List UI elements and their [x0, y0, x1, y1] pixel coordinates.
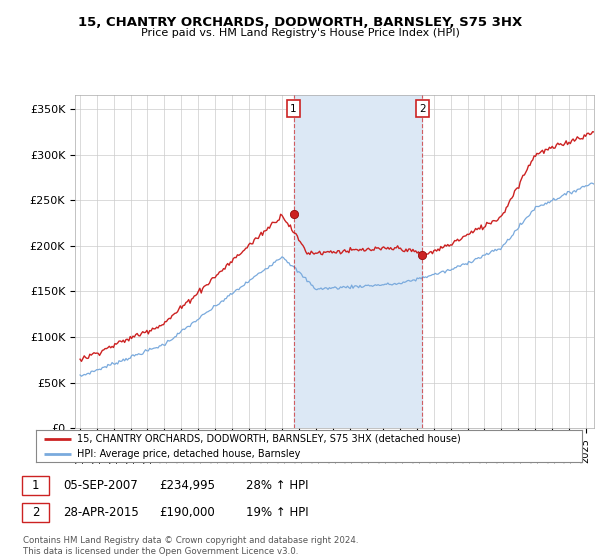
Text: 2: 2 — [419, 104, 426, 114]
Text: 05-SEP-2007: 05-SEP-2007 — [63, 479, 138, 492]
Text: Price paid vs. HM Land Registry's House Price Index (HPI): Price paid vs. HM Land Registry's House … — [140, 28, 460, 38]
Text: 28-APR-2015: 28-APR-2015 — [63, 506, 139, 519]
Text: 2: 2 — [32, 506, 39, 519]
Text: Contains HM Land Registry data © Crown copyright and database right 2024.
This d: Contains HM Land Registry data © Crown c… — [23, 536, 358, 556]
Text: 19% ↑ HPI: 19% ↑ HPI — [246, 506, 308, 519]
Bar — [293, 95, 422, 428]
Text: 15, CHANTRY ORCHARDS, DODWORTH, BARNSLEY, S75 3HX (detached house): 15, CHANTRY ORCHARDS, DODWORTH, BARNSLEY… — [77, 433, 461, 444]
Text: 1: 1 — [32, 479, 39, 492]
Text: 15, CHANTRY ORCHARDS, DODWORTH, BARNSLEY, S75 3HX: 15, CHANTRY ORCHARDS, DODWORTH, BARNSLEY… — [78, 16, 522, 29]
Text: 1: 1 — [290, 104, 297, 114]
Text: 28% ↑ HPI: 28% ↑ HPI — [246, 479, 308, 492]
Text: £234,995: £234,995 — [159, 479, 215, 492]
Text: £190,000: £190,000 — [159, 506, 215, 519]
Text: HPI: Average price, detached house, Barnsley: HPI: Average price, detached house, Barn… — [77, 449, 301, 459]
